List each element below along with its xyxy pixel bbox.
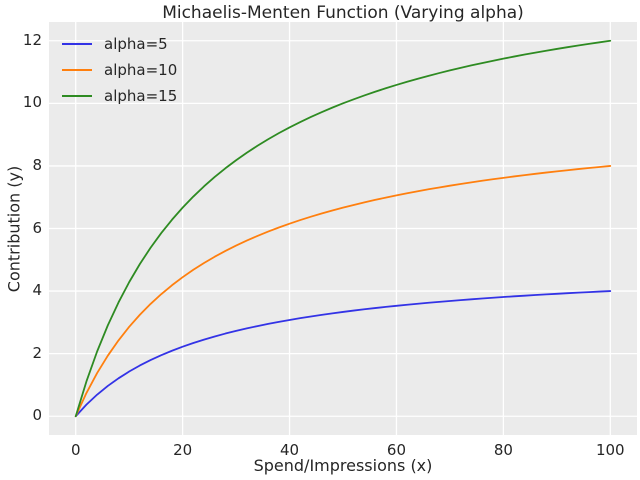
- x-tick-label: 40: [279, 441, 300, 459]
- y-tick-label: 6: [32, 218, 42, 237]
- legend-item-alpha-5: alpha=5: [62, 31, 177, 57]
- y-tick-label: 12: [22, 30, 42, 49]
- legend-item-alpha-10: alpha=10: [62, 57, 177, 83]
- legend-line-swatch: [62, 68, 92, 72]
- x-tick-label: 20: [173, 441, 193, 459]
- x-axis-label: Spend/Impressions (x): [253, 456, 433, 475]
- x-tick-label: 100: [595, 441, 625, 459]
- legend: alpha=5 alpha=10 alpha=15: [62, 31, 177, 109]
- y-tick-label: 8: [32, 155, 42, 174]
- legend-label: alpha=5: [104, 35, 168, 53]
- series-line-alpha-5: [74, 290, 612, 418]
- x-tick-label: 0: [70, 441, 81, 459]
- legend-label: alpha=15: [104, 87, 178, 105]
- legend-line-swatch: [62, 94, 92, 98]
- series-line-alpha-10: [74, 165, 612, 418]
- y-tick-label: 10: [22, 93, 42, 112]
- legend-line-swatch: [62, 42, 92, 46]
- x-tick-label: 60: [386, 441, 406, 459]
- x-tick-label: 80: [493, 441, 513, 459]
- y-tick-label: 2: [32, 343, 42, 362]
- series-line-alpha-15: [74, 39, 612, 418]
- legend-item-alpha-15: alpha=15: [62, 83, 177, 109]
- chart-title: Michaelis-Menten Function (Varying alpha…: [162, 3, 524, 23]
- y-tick-label: 4: [32, 281, 42, 300]
- y-tick-label: 0: [32, 406, 42, 425]
- legend-label: alpha=10: [104, 61, 178, 79]
